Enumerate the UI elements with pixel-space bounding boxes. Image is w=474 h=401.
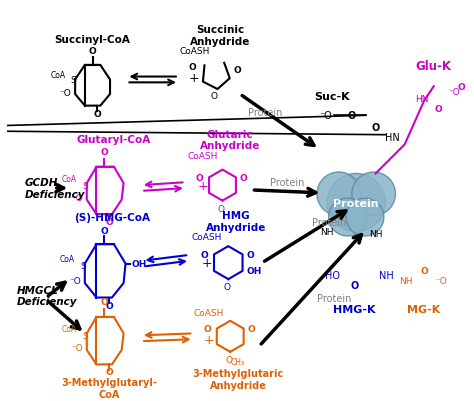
Circle shape (317, 172, 361, 216)
Text: Suc-K: Suc-K (314, 91, 350, 101)
Text: Protein: Protein (311, 218, 346, 228)
Text: S: S (82, 331, 88, 340)
Text: ⁻O: ⁻O (448, 87, 460, 96)
Text: NH: NH (399, 276, 412, 285)
Text: ⁻O: ⁻O (71, 194, 83, 203)
Text: O: O (435, 105, 443, 114)
Text: MG-K: MG-K (408, 304, 441, 314)
Text: HN: HN (385, 132, 400, 142)
Text: ⁻O: ⁻O (436, 276, 447, 285)
Text: CoA: CoA (62, 174, 77, 183)
Text: S: S (80, 261, 86, 270)
Text: ⁻O: ⁻O (319, 111, 332, 121)
Text: HMG
Anhydride: HMG Anhydride (206, 211, 266, 232)
Text: 3-Methylglutaryl-
CoA: 3-Methylglutaryl- CoA (61, 377, 157, 399)
Text: O: O (350, 280, 358, 290)
Text: OH: OH (246, 267, 262, 276)
Text: O: O (226, 355, 233, 364)
Text: O: O (203, 324, 211, 333)
Text: O: O (195, 173, 203, 182)
Text: HMGCL
Deficiency: HMGCL Deficiency (17, 285, 77, 307)
Text: CoASH: CoASH (194, 308, 224, 317)
Text: OH: OH (131, 259, 147, 268)
Text: S: S (70, 76, 76, 85)
Text: Protein: Protein (248, 107, 283, 117)
Text: ⁻O: ⁻O (69, 276, 81, 285)
Text: (S)-HMG-CoA: (S)-HMG-CoA (74, 213, 150, 223)
Text: O: O (105, 367, 113, 377)
Text: O: O (100, 298, 108, 306)
Text: O: O (233, 66, 241, 75)
Circle shape (328, 198, 366, 237)
Text: CoA: CoA (62, 324, 77, 333)
Text: HO: HO (325, 271, 340, 281)
Text: O: O (458, 83, 466, 91)
Text: O: O (105, 217, 113, 227)
Text: GCDH
Deficiency: GCDH Deficiency (25, 178, 85, 199)
Text: O: O (347, 111, 356, 121)
Circle shape (327, 174, 385, 232)
Text: Protein: Protein (270, 177, 304, 187)
Text: O: O (93, 110, 101, 119)
Text: CoASH: CoASH (192, 233, 222, 242)
Text: HN: HN (415, 95, 429, 104)
Text: HMG-K: HMG-K (333, 304, 375, 314)
Text: +: + (203, 333, 214, 346)
Text: Glutaryl-CoA: Glutaryl-CoA (77, 135, 151, 145)
Text: CoA: CoA (60, 255, 75, 263)
Text: ⁻O: ⁻O (71, 344, 83, 352)
Text: +: + (201, 257, 212, 269)
Text: O: O (420, 266, 428, 275)
Text: Succinyl-CoA: Succinyl-CoA (55, 34, 130, 45)
Text: O: O (218, 204, 225, 213)
Text: Glu-K: Glu-K (416, 59, 452, 73)
Text: CoASH: CoASH (179, 47, 210, 56)
Text: 3-Methylglutaric
Anhydride: 3-Methylglutaric Anhydride (192, 369, 283, 390)
Circle shape (346, 198, 384, 237)
Text: S: S (82, 181, 88, 190)
Text: NH: NH (369, 229, 383, 239)
Text: O: O (210, 92, 217, 101)
Text: CH₃: CH₃ (231, 357, 245, 366)
Text: +: + (198, 179, 209, 192)
Text: +: + (189, 72, 200, 85)
Text: Glutaric
Anhydride: Glutaric Anhydride (200, 129, 260, 151)
Text: CoASH: CoASH (188, 152, 218, 160)
Text: O: O (189, 63, 196, 72)
Text: Protein: Protein (333, 198, 379, 208)
Text: NH: NH (320, 227, 334, 237)
Text: ⁻O: ⁻O (60, 88, 71, 97)
Text: Succinic
Anhydride: Succinic Anhydride (191, 25, 251, 47)
Text: O: O (247, 324, 255, 333)
Text: O: O (100, 226, 108, 235)
Circle shape (352, 172, 395, 216)
Text: O: O (200, 250, 208, 259)
Text: O: O (224, 282, 231, 291)
Text: CoA: CoA (50, 71, 65, 80)
Text: NH: NH (379, 271, 393, 281)
Text: O: O (372, 123, 380, 133)
Text: Protein: Protein (318, 293, 352, 303)
Text: O: O (105, 302, 113, 311)
Text: O: O (89, 47, 96, 56)
Text: O: O (246, 250, 255, 259)
Text: O: O (240, 173, 247, 182)
Text: O: O (100, 148, 108, 157)
